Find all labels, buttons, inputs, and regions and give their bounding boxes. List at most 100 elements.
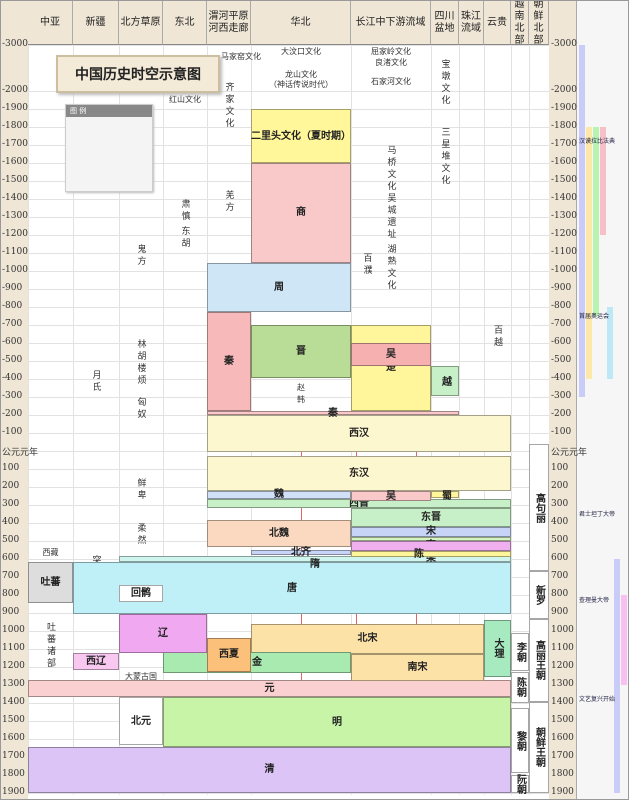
year-tick-left: -1200 xyxy=(2,229,28,239)
legend-title: 图 例 xyxy=(66,105,152,117)
region-divider xyxy=(511,45,512,795)
year-tick-right: -200 xyxy=(551,409,572,419)
year-gridline xyxy=(28,793,549,794)
year-tick-left: 800 xyxy=(2,589,20,599)
culture-label: 韩 xyxy=(297,394,305,404)
year-tick-right: -3000 xyxy=(551,39,577,49)
polity-block: 陈朝 xyxy=(511,671,529,703)
year-tick-left: 400 xyxy=(2,517,20,527)
world-era-band xyxy=(621,595,627,685)
polity-block: 黎朝 xyxy=(511,708,529,773)
world-era-band xyxy=(600,127,606,235)
year-tick-right: 1500 xyxy=(551,715,574,725)
year-tick-right: 1200 xyxy=(551,661,574,671)
year-tick-left: 1600 xyxy=(2,733,25,743)
world-event-label: 首届奥运会 xyxy=(579,313,610,321)
world-event-label: 查理曼大帝 xyxy=(579,597,610,604)
region-divider xyxy=(163,45,164,795)
polity-block: 李朝 xyxy=(511,632,529,672)
polity-label: 南宋 xyxy=(407,662,428,674)
polity-label: 周 xyxy=(274,281,284,293)
year-tick-left: 700 xyxy=(2,571,20,581)
polity-block: 魏 xyxy=(207,489,351,501)
legend: 图 例 xyxy=(65,104,153,192)
year-tick-left: -300 xyxy=(2,391,23,401)
year-tick-right: -800 xyxy=(551,301,572,311)
culture-label: 湖熟文化 xyxy=(385,244,396,292)
year-tick-left: 500 xyxy=(2,535,20,545)
year-tick-right: 1900 xyxy=(551,787,574,797)
year-tick-left: -1700 xyxy=(2,139,28,149)
year-tick-right: 200 xyxy=(551,481,569,491)
polity-label: 东晋 xyxy=(421,511,441,523)
polity-block: 吴 xyxy=(351,343,431,366)
year-tick-left: -1500 xyxy=(2,175,28,185)
world-event-label: 汉谟拉比法典 xyxy=(579,138,616,145)
polity-block: 楚 xyxy=(351,325,431,411)
year-tick-left: 1500 xyxy=(2,715,25,725)
year-tick-right: -600 xyxy=(551,337,572,347)
polity-block: 蜀 xyxy=(431,489,459,500)
polity-label: 秦 xyxy=(328,407,338,419)
polity-label: 秦 xyxy=(224,356,234,368)
polity-block: 吴 xyxy=(351,491,431,502)
year-tick-right: -500 xyxy=(551,355,572,365)
year-tick-right: -1400 xyxy=(551,193,577,203)
polity-label: 朝鲜王朝 xyxy=(533,727,545,768)
polity-block: 北魏 xyxy=(207,520,351,548)
culture-label: 匈奴 xyxy=(135,397,146,421)
region-header: 渭河平原 河西走廊 xyxy=(207,1,251,45)
culture-label: 红山文化 xyxy=(169,95,201,105)
polity-block: 吐蕃 xyxy=(28,562,73,603)
year-tick-right: 700 xyxy=(551,571,569,581)
year-tick-right: 1700 xyxy=(551,751,574,761)
year-tick-right: -2000 xyxy=(551,85,577,95)
year-tick-left: -700 xyxy=(2,319,23,329)
culture-label: 百濮 xyxy=(361,253,372,277)
year-tick-right: 1300 xyxy=(551,679,574,689)
region-header: 东北 xyxy=(163,1,207,45)
polity-label: 西夏 xyxy=(219,649,239,661)
polity-label: 晋 xyxy=(296,346,306,358)
polity-block: 辽 xyxy=(119,614,207,654)
region-header: 云贵 xyxy=(484,1,511,45)
region-divider xyxy=(73,45,74,795)
polity-label: 辽 xyxy=(158,628,168,640)
polity-block: 晋 xyxy=(251,325,351,379)
culture-label: 鬼方 xyxy=(135,244,146,268)
year-tick-right: -1600 xyxy=(551,157,577,167)
polity-block: 金 xyxy=(163,651,351,674)
culture-label: 屈家岭文化 xyxy=(371,47,411,57)
polity-label: 北魏 xyxy=(269,528,289,540)
year-tick-left: -900 xyxy=(2,283,23,293)
region-divider xyxy=(529,45,530,795)
year-tick-right: -1300 xyxy=(551,211,577,221)
year-tick-right: -400 xyxy=(551,373,572,383)
year-tick-left: -3000 xyxy=(2,39,28,49)
polity-block: 阮朝 xyxy=(511,774,529,795)
polity-label: 魏 xyxy=(274,489,284,501)
polity-block: 梁 xyxy=(351,541,511,564)
polity-label: 隋 xyxy=(310,559,320,571)
polity-block: 北齐 xyxy=(251,547,351,558)
year-tick-left: 1700 xyxy=(2,751,25,761)
polity-label: 新罗 xyxy=(533,585,545,606)
culture-label: 百越 xyxy=(492,325,502,349)
year-gridline xyxy=(28,397,549,398)
year-tick-left: 1200 xyxy=(2,661,25,671)
polity-block: 北元 xyxy=(119,697,163,746)
year-tick-left: -400 xyxy=(2,373,23,383)
year-tick-left: 1100 xyxy=(2,643,25,653)
polity-label: 吐蕃 xyxy=(40,576,61,588)
polity-label: 陈 xyxy=(414,548,424,560)
year-tick-left: 公元元年 xyxy=(2,448,39,458)
polity-label: 阮朝 xyxy=(514,774,526,795)
polity-label: 蜀 xyxy=(439,489,451,500)
polity-label: 楚 xyxy=(386,362,396,374)
year-tick-left: -1400 xyxy=(2,193,28,203)
polity-label: 越 xyxy=(439,376,451,387)
region-header: 华北 xyxy=(251,1,351,45)
polity-block: 陈 xyxy=(351,548,511,560)
culture-label: 月氏 xyxy=(90,370,101,394)
world-event-label: 君士坦丁大帝 xyxy=(579,510,616,518)
